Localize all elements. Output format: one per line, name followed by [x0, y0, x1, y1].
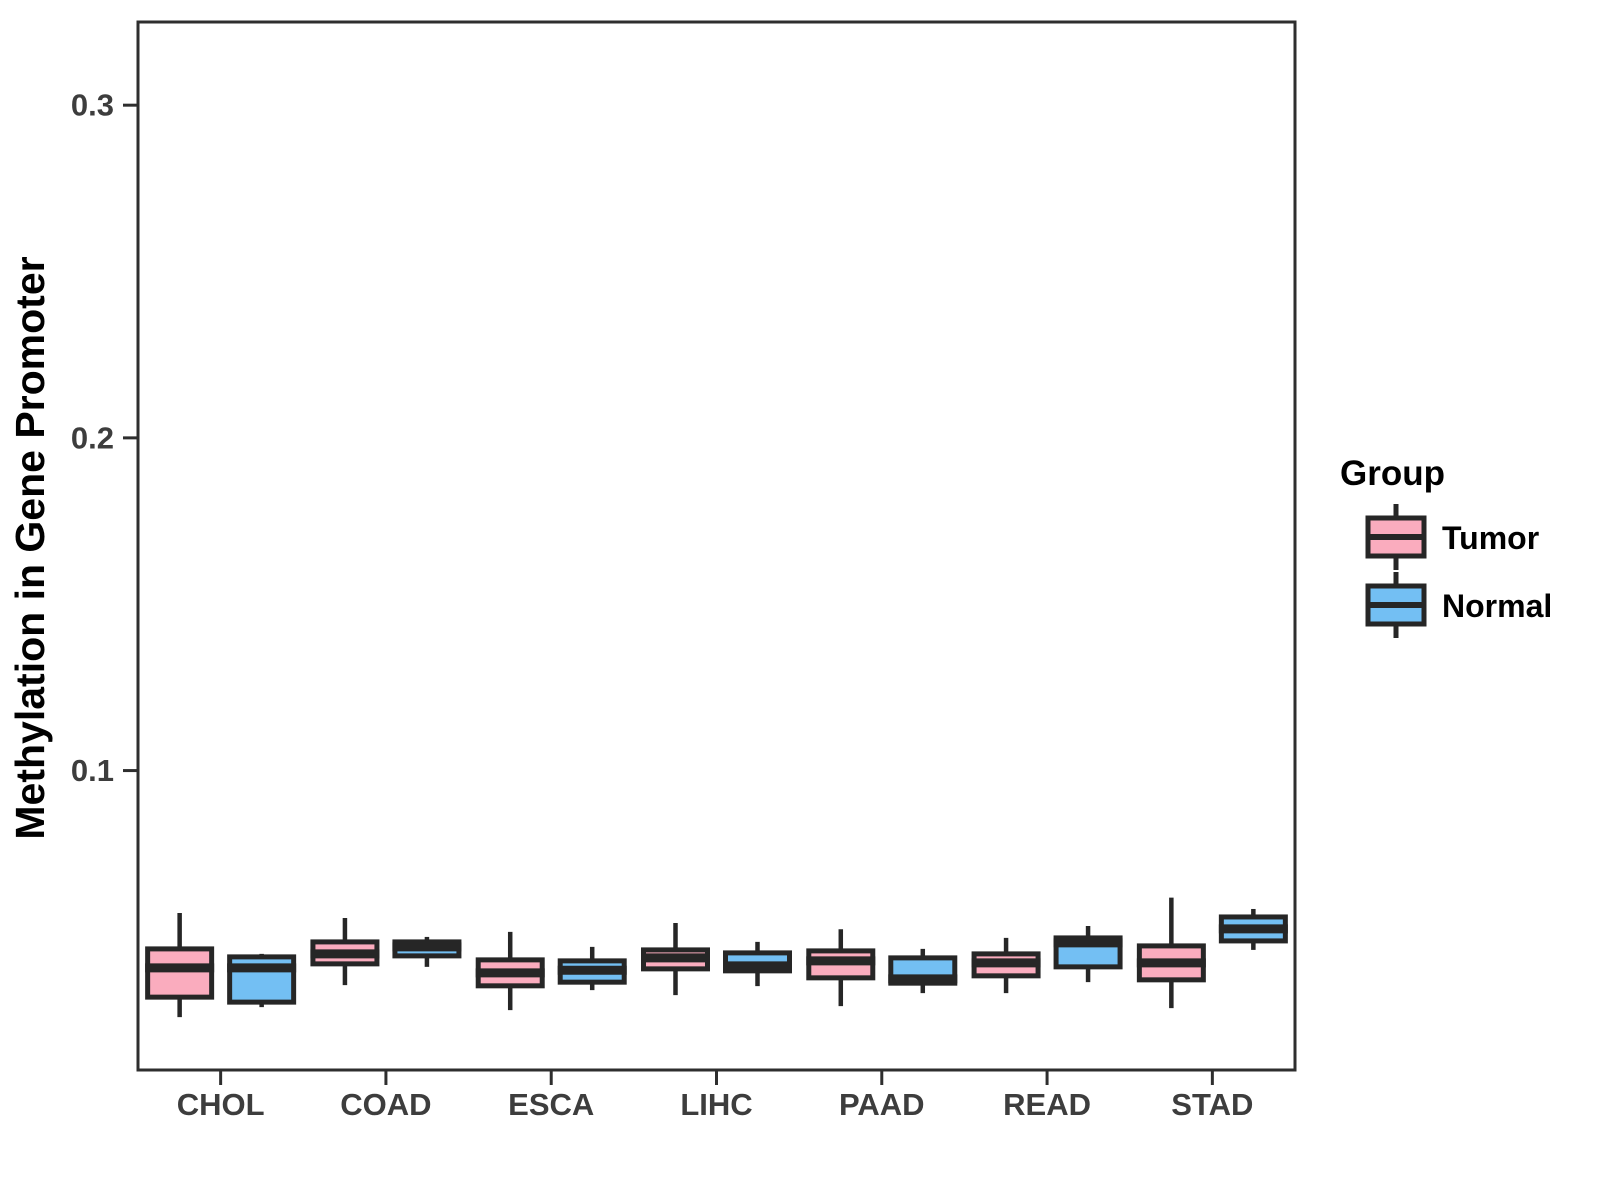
- legend-key-tumor-boxplot-icon: [1365, 504, 1427, 570]
- boxplot-normal-esca: [557, 946, 627, 991]
- y-tick-label-0.2: 0.2: [71, 420, 114, 455]
- boxplot-tumor-read: [971, 937, 1041, 994]
- x-tick-label-PAAD: PAAD: [839, 1087, 925, 1122]
- boxplot-tumor-chol: [145, 912, 215, 1018]
- iqr-box: [145, 946, 215, 1000]
- boxplot-normal-read: [1053, 925, 1123, 983]
- boxplot-tumor-paad: [806, 929, 876, 1007]
- legend-label-normal: Normal: [1442, 588, 1552, 624]
- boxplot-normal-stad: [1218, 908, 1288, 950]
- boxplot-tumor-lihc: [641, 922, 710, 996]
- x-tick-label-READ: READ: [1003, 1087, 1091, 1122]
- chart-layer: 0.1 0.2 0.3 CHOL COAD ESCA LIHC PAAD READ STAD: [71, 20, 1297, 1122]
- boxplot-tumor-stad: [1136, 897, 1206, 1009]
- legend: Group Tumor Normal: [1340, 454, 1552, 638]
- boxplot-tumor-esca: [475, 931, 545, 1011]
- y-axis-title: Methylation in Gene Promoter: [7, 256, 53, 839]
- x-tick-label-CHOL: CHOL: [177, 1087, 265, 1122]
- legend-label-tumor: Tumor: [1442, 520, 1539, 556]
- x-tick-label-ESCA: ESCA: [508, 1087, 594, 1122]
- y-tick-label-0.3: 0.3: [71, 88, 114, 123]
- boxplot-normal-chol: [227, 953, 297, 1008]
- boxplot-normal-paad: [888, 948, 958, 994]
- x-tick-label-LIHC: LIHC: [680, 1087, 752, 1122]
- boxplot-normal-coad: [392, 936, 462, 967]
- legend-key-normal-boxplot-icon: [1365, 572, 1427, 638]
- boxplot-normal-lihc: [723, 941, 792, 987]
- y-tick-label-0.1: 0.1: [71, 753, 114, 788]
- legend-title: Group: [1340, 454, 1445, 493]
- x-tick-label-COAD: COAD: [340, 1087, 431, 1122]
- boxplot-tumor-coad: [310, 917, 380, 986]
- x-tick-label-STAD: STAD: [1171, 1087, 1253, 1122]
- plot-panel: [136, 20, 1297, 1072]
